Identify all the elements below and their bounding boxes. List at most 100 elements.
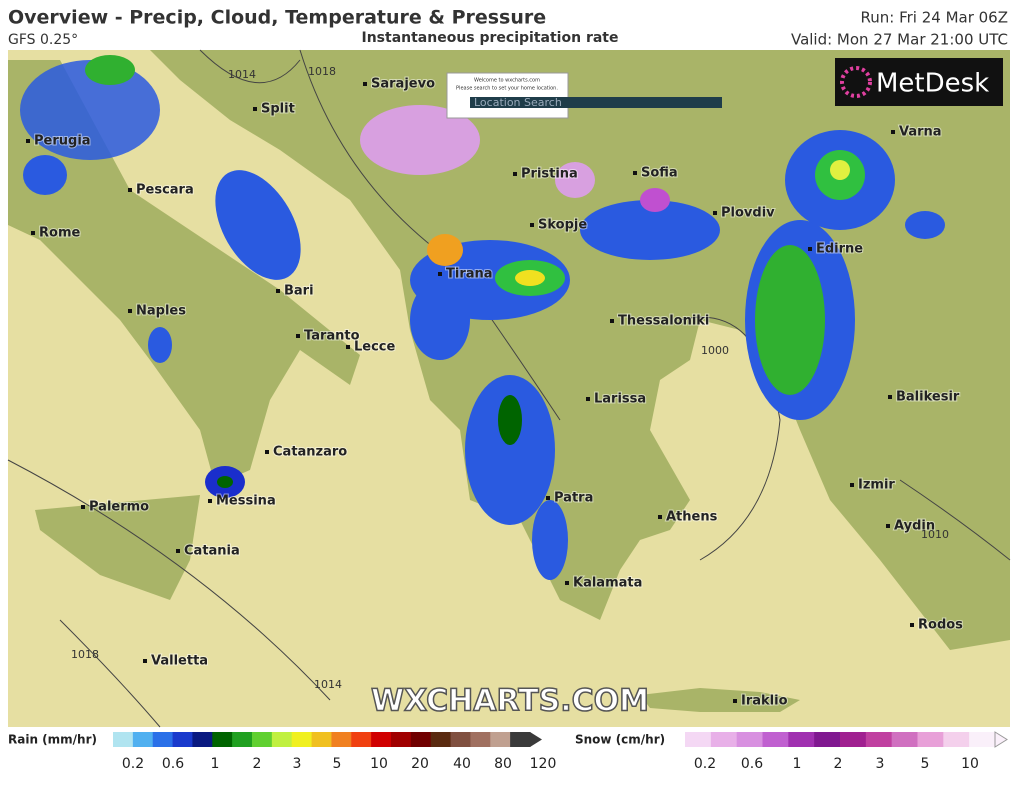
city-label: Athens: [666, 510, 718, 525]
colorbar-cell: [113, 732, 134, 747]
rain-title: Rain (mm/hr): [8, 733, 97, 747]
snow-title: Snow (cm/hr): [575, 733, 665, 747]
city-label: Thessaloniki: [618, 314, 709, 329]
city-label: Varna: [899, 125, 942, 140]
city-dot: [296, 334, 300, 338]
snow-tick-label: 10: [961, 756, 979, 772]
city-label: Taranto: [304, 329, 360, 344]
valid: Valid: Mon 27 Mar 21:00 UTC: [791, 31, 1008, 49]
colorbar-cell: [814, 732, 841, 747]
colorbar-cell: [291, 732, 313, 747]
city-label: Rodos: [918, 618, 963, 633]
colorbar-cell: [232, 732, 253, 747]
city-dot: [610, 319, 614, 323]
cities: Sarajevo Split Perugia Pescara Pristina Sofia…: [26, 76, 964, 710]
city-label: Perugia: [34, 134, 91, 149]
snow-tick-label: 1: [793, 756, 802, 772]
model: GFS 0.25°: [8, 32, 78, 48]
rain-tick-label: 0.6: [162, 756, 184, 772]
isobar-label: 1010: [921, 528, 949, 541]
colorbar-cell: [710, 732, 738, 747]
city-label: Catanzaro: [273, 445, 347, 460]
city-dot: [253, 107, 257, 111]
city-label: Skopje: [538, 218, 587, 233]
city-dot: [513, 172, 517, 176]
rain-tick-label: 5: [333, 756, 342, 772]
rain-tick-label: 1: [211, 756, 220, 772]
colorbar-cell: [470, 732, 491, 747]
city-label: Kalamata: [573, 576, 642, 591]
city-label: Sofia: [641, 166, 678, 181]
colorbar-cell: [271, 732, 293, 747]
city-dot: [276, 289, 280, 293]
city-dot: [888, 395, 892, 399]
city-label: Tirana: [446, 267, 493, 282]
colorbar-cell: [865, 732, 893, 747]
colorbar-cell: [762, 732, 789, 747]
city-dot: [346, 345, 350, 349]
city-label: Palermo: [89, 500, 149, 515]
city-dot: [530, 223, 534, 227]
isobar-lines: [7, 49, 1011, 728]
subtitle: Instantaneous precipitation rate: [362, 30, 619, 46]
colorbar-cell: [371, 732, 392, 747]
city-dot: [658, 515, 662, 519]
title: Overview - Precip, Cloud, Temperature & …: [8, 7, 546, 29]
colorbar-cell: [430, 732, 452, 747]
popup: Welcome to wxcharts.com Please search to…: [446, 72, 722, 119]
isobar-label: 1018: [71, 648, 99, 661]
colorbar-cell: [152, 732, 174, 747]
city-label: Larissa: [594, 392, 646, 407]
snow-tick-label: 5: [921, 756, 930, 772]
city-dot: [910, 623, 914, 627]
isobar-label: 1018: [308, 65, 336, 78]
city-dot: [713, 211, 717, 215]
city-label: Naples: [136, 304, 186, 319]
rain-tick-label: 0.2: [122, 756, 144, 772]
city-label: Balikesir: [896, 390, 960, 405]
colorbar-cell: [450, 732, 471, 747]
city-label: Patra: [554, 491, 593, 506]
watermark: WXCHARTS.COM: [371, 684, 649, 719]
land-crete: [640, 688, 800, 712]
colorbar-cell: [311, 732, 332, 747]
city-dot: [81, 505, 85, 509]
colorbar-cell: [132, 732, 154, 747]
search-placeholder[interactable]: Location Search: [474, 96, 562, 109]
city-label: Aydin: [894, 519, 935, 534]
city-label: Pescara: [136, 183, 194, 198]
colorbar-cell: [840, 732, 867, 747]
city-dot: [128, 309, 132, 313]
search-box[interactable]: [470, 97, 722, 108]
city-label: Edirne: [816, 242, 863, 257]
city-dot: [176, 549, 180, 553]
colorbar-cell: [391, 732, 412, 747]
rain-tick-label: 10: [370, 756, 388, 772]
rain-tick-label: 120: [530, 756, 557, 772]
land-italy: [8, 60, 360, 485]
colorbar-cell: [331, 732, 352, 747]
colorbar-arrow: [994, 731, 1008, 748]
city-label: Plovdiv: [721, 206, 775, 221]
city-label: Lecce: [354, 340, 396, 355]
city-dot: [586, 397, 590, 401]
colorbar-cell: [917, 732, 944, 747]
city-dot: [886, 524, 890, 528]
colorbar-cell: [685, 732, 712, 747]
city-label: Catania: [184, 544, 240, 559]
rain-tick-label: 3: [293, 756, 302, 772]
legend: Rain (mm/hr) Snow (cm/hr) 0.2 0.6 1 2 3 5 10 20…: [8, 731, 1008, 772]
rain-tick-label: 20: [411, 756, 429, 772]
popup-line2: Please search to set your home location.: [456, 86, 558, 92]
city-dot: [438, 272, 442, 276]
logo: MetDesk: [835, 58, 1003, 106]
city-dot: [363, 82, 367, 86]
map: Sarajevo Split Perugia Pescara Pristina Sofia…: [7, 49, 1011, 728]
city-label: Sarajevo: [371, 77, 435, 92]
city-dot: [808, 247, 812, 251]
colorbar-cell: [490, 732, 511, 747]
rain-tick-label: 80: [494, 756, 512, 772]
snow-tick-label: 0.6: [741, 756, 763, 772]
colorbar-cell: [736, 732, 763, 747]
